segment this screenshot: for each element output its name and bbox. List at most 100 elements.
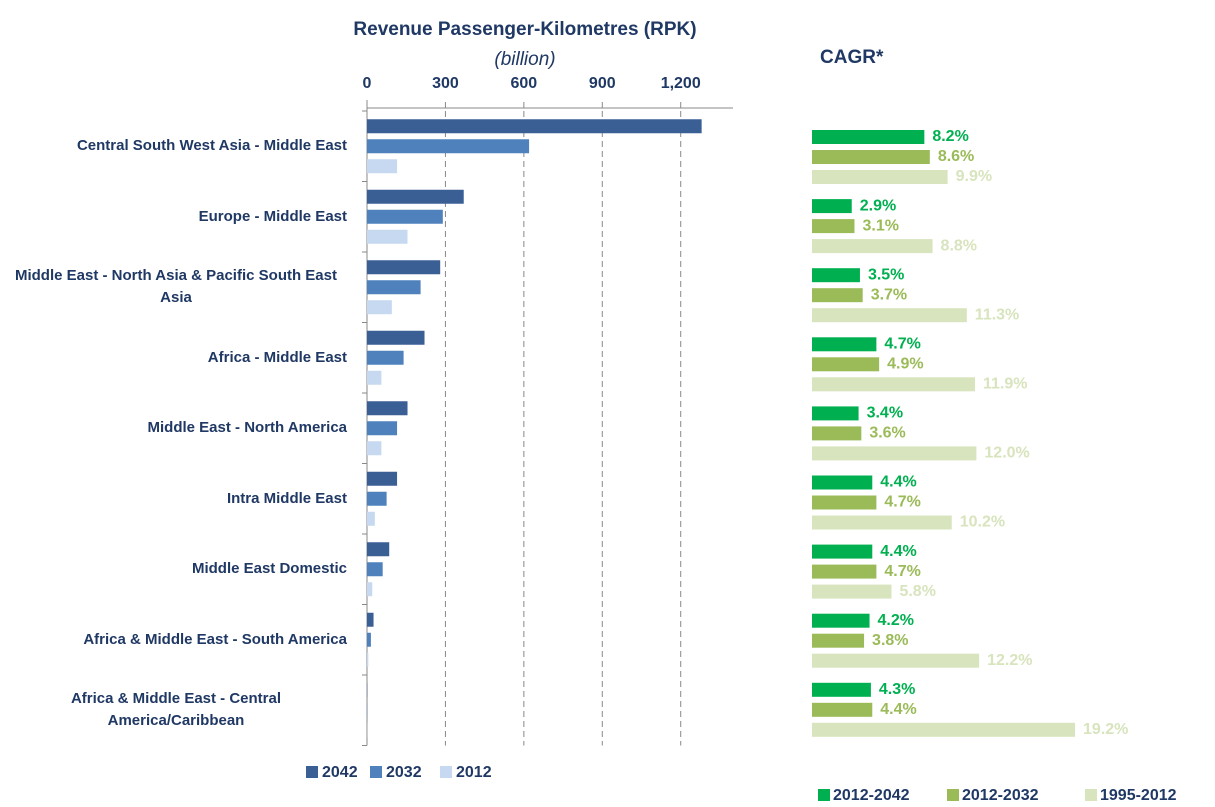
bar <box>812 150 930 164</box>
bar <box>367 562 383 577</box>
value-label: 4.4% <box>880 701 916 718</box>
bar <box>367 471 398 486</box>
bar <box>812 357 880 372</box>
bar <box>367 401 408 416</box>
bar <box>812 475 873 490</box>
value-label: 3.5% <box>868 266 904 283</box>
bar <box>812 377 976 392</box>
bar <box>812 584 892 599</box>
x-tick-label: 1,200 <box>661 75 701 92</box>
bar <box>812 406 859 421</box>
bar <box>812 337 877 352</box>
bar <box>367 139 530 154</box>
bar <box>812 446 977 461</box>
chart-subtitle: (billion) <box>494 49 555 70</box>
bar <box>367 229 408 244</box>
value-label: 4.9% <box>887 356 923 373</box>
y-tick-label: Middle East Domestic <box>5 558 347 580</box>
bar <box>367 330 425 345</box>
value-label: 8.2% <box>932 128 968 145</box>
bar <box>812 653 980 668</box>
bar <box>812 722 1076 737</box>
y-tick-label-text: Central South West Asia - Middle East <box>76 137 347 155</box>
chart-title: Revenue Passenger-Kilometres (RPK) <box>353 19 696 40</box>
bar <box>367 350 404 365</box>
value-label: 19.2% <box>1083 721 1128 738</box>
value-label: 3.1% <box>862 217 898 234</box>
bar <box>367 159 398 174</box>
bar <box>367 300 392 315</box>
bar <box>812 682 871 697</box>
bar <box>367 260 441 275</box>
value-label: 3.4% <box>867 405 903 422</box>
bar <box>812 633 865 648</box>
bar <box>367 491 387 506</box>
value-label: 12.0% <box>984 445 1029 462</box>
bar <box>367 189 464 204</box>
y-tick-label-text: Intra Middle East <box>226 489 347 507</box>
value-label: 11.3% <box>975 306 1019 323</box>
legend-label: 2012 <box>456 764 492 781</box>
bar <box>812 702 873 717</box>
value-label: 9.9% <box>956 168 992 185</box>
y-tick-label-text: Africa & Middle East - South America <box>83 630 347 648</box>
value-label: 4.3% <box>879 681 915 698</box>
y-tick-label-text: Africa - Middle East <box>207 348 347 366</box>
value-label: 4.2% <box>878 612 914 629</box>
y-tick-label: Middle East - North America <box>5 417 347 439</box>
value-label: 3.7% <box>871 286 907 303</box>
bar <box>812 130 925 144</box>
bar <box>812 495 877 510</box>
bar <box>367 421 398 436</box>
bar <box>367 612 374 627</box>
bar <box>812 170 948 184</box>
bar <box>367 582 373 597</box>
value-label: 8.8% <box>941 237 977 254</box>
legend-swatch <box>947 789 959 801</box>
y-tick-label: Africa & Middle East - South America <box>5 629 347 651</box>
legend-swatch <box>818 789 830 801</box>
value-label: 3.8% <box>872 632 908 649</box>
y-tick-label: Europe - Middle East <box>5 206 347 228</box>
legend-swatch <box>1085 789 1097 801</box>
bar <box>812 426 862 441</box>
value-label: 4.4% <box>880 543 916 560</box>
bar <box>367 280 421 295</box>
bar <box>812 219 855 234</box>
value-label: 4.7% <box>884 494 920 511</box>
value-label: 8.6% <box>938 148 974 165</box>
legend-swatch <box>440 766 452 778</box>
bar <box>367 370 382 385</box>
bar <box>812 308 967 323</box>
y-tick-label-text: Europe - Middle East <box>198 207 347 225</box>
value-label: 12.2% <box>987 652 1032 669</box>
bar <box>812 613 870 628</box>
y-tick-label: Middle East - North Asia & Pacific South… <box>5 265 347 309</box>
legend-label: 2032 <box>386 764 422 781</box>
x-tick-label: 0 <box>363 75 372 92</box>
y-tick-label: Intra Middle East <box>5 488 347 510</box>
value-label: 5.8% <box>899 583 935 600</box>
bar <box>367 632 371 647</box>
bar <box>812 268 860 283</box>
value-label: 11.9% <box>983 376 1027 393</box>
y-tick-label-text: Africa & Middle East - Central America/C… <box>70 690 282 730</box>
value-label: 2.9% <box>860 197 896 214</box>
bar <box>367 209 443 224</box>
x-tick-label: 300 <box>432 75 459 92</box>
y-tick-label-text: Middle East - North America <box>147 419 347 437</box>
y-tick-label: Africa - Middle East <box>5 347 347 369</box>
legend-label: 1995-2012 <box>1100 787 1177 804</box>
bar <box>367 441 382 456</box>
bar <box>367 542 390 557</box>
value-label: 10.2% <box>960 514 1005 531</box>
bar <box>812 544 873 559</box>
legend-label: 2012-2042 <box>833 787 910 804</box>
value-label: 4.4% <box>880 474 916 491</box>
y-tick-label: Central South West Asia - Middle East <box>5 135 347 157</box>
bar <box>367 511 375 526</box>
legend-swatch <box>306 766 318 778</box>
y-tick-label-text: Middle East Domestic <box>191 560 347 578</box>
y-tick-label-text: Middle East - North Asia & Pacific South… <box>14 267 337 307</box>
